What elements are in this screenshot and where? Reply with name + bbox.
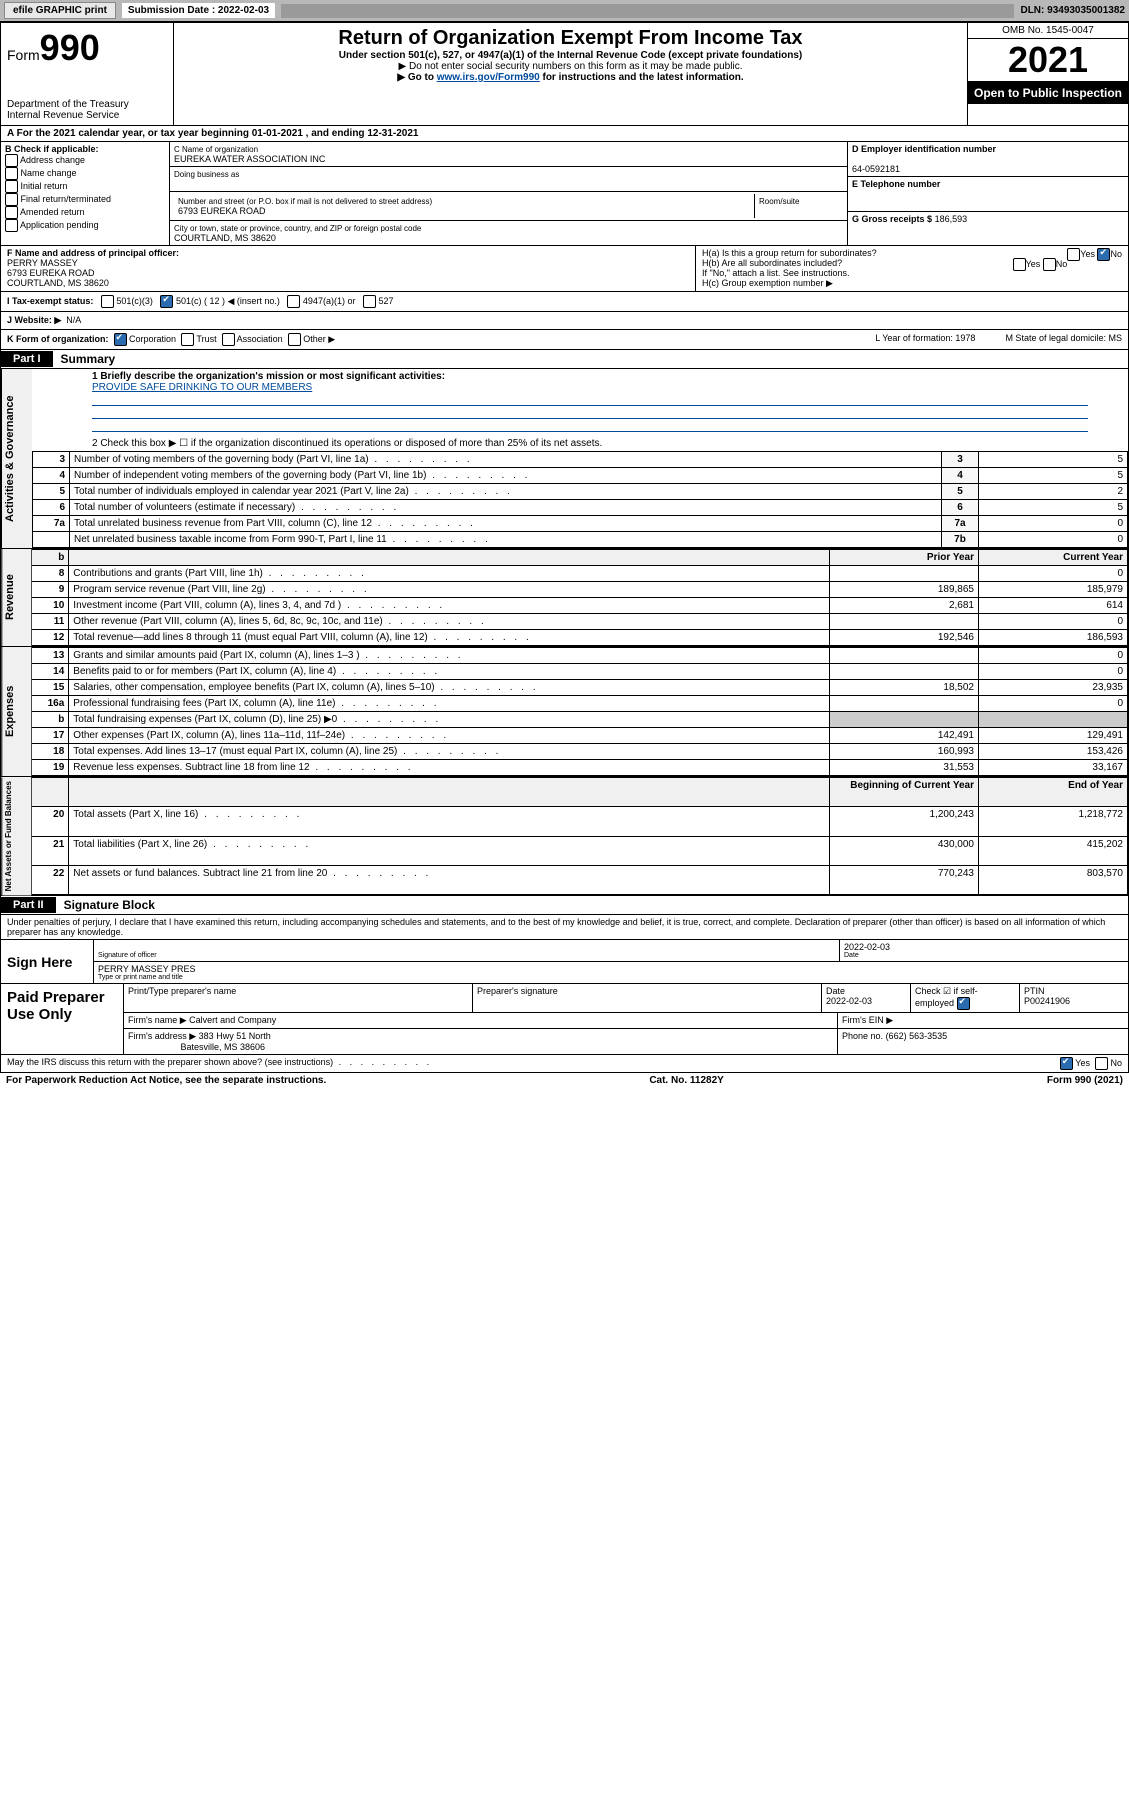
revenue-table: bPrior YearCurrent Year8Contributions an… — [31, 549, 1128, 646]
section-b-checkboxes: B Check if applicable: Address change Na… — [1, 142, 170, 245]
chk-amended-return[interactable]: Amended return — [5, 206, 165, 219]
net-assets-table: Beginning of Current YearEnd of Year20To… — [31, 777, 1128, 895]
signer-name: PERRY MASSEY PRES — [98, 964, 196, 974]
officer-addr1: 6793 EUREKA ROAD — [7, 268, 95, 278]
line-2: 2 Check this box ▶ ☐ if the organization… — [32, 436, 1128, 451]
website: N/A — [66, 315, 81, 325]
part-1-header: Part I — [1, 351, 53, 367]
may-irs-discuss: May the IRS discuss this return with the… — [0, 1055, 1129, 1073]
line-i-tax-status: I Tax-exempt status: 501(c)(3) 501(c) ( … — [0, 292, 1129, 312]
prep-date: 2022-02-03 — [826, 996, 872, 1006]
officer-name: PERRY MASSEY — [7, 258, 78, 268]
org-city: COURTLAND, MS 38620 — [174, 233, 276, 243]
sidetab-net-assets: Net Assets or Fund Balances — [1, 777, 31, 895]
line-j-website: J Website: ▶ N/A — [0, 312, 1129, 330]
signature-block: Under penalties of perjury, I declare th… — [0, 915, 1129, 1055]
chk-initial-return[interactable]: Initial return — [5, 180, 165, 193]
section-c-org-info: C Name of organization EUREKA WATER ASSO… — [170, 142, 847, 245]
501c-checked[interactable] — [160, 295, 173, 308]
self-employed-check[interactable] — [957, 997, 970, 1010]
ptin: P00241906 — [1024, 996, 1070, 1006]
sidetab-revenue: Revenue — [1, 549, 31, 646]
submission-date: Submission Date : 2022-02-03 — [122, 3, 275, 18]
part-1-title: Summary — [53, 350, 124, 368]
governance-table: 3Number of voting members of the governi… — [32, 451, 1128, 548]
top-bar: efile GRAPHIC print Submission Date : 20… — [0, 0, 1129, 22]
irs-link[interactable]: www.irs.gov/Form990 — [437, 72, 540, 83]
form-title: Return of Organization Exempt From Incom… — [180, 27, 961, 50]
block-f-h: F Name and address of principal officer:… — [0, 246, 1129, 292]
mission-text: PROVIDE SAFE DRINKING TO OUR MEMBERS — [92, 382, 312, 393]
state-domicile: M State of legal domicile: MS — [1005, 333, 1122, 346]
page-footer: For Paperwork Reduction Act Notice, see … — [0, 1073, 1129, 1088]
firm-phone: (662) 563-3535 — [886, 1031, 948, 1041]
line-a-tax-year: A For the 2021 calendar year, or tax yea… — [0, 126, 1129, 142]
chk-address-change[interactable]: Address change — [5, 154, 165, 167]
year-formation: L Year of formation: 1978 — [875, 333, 975, 346]
firm-name: Calvert and Company — [189, 1015, 276, 1025]
gross-receipts: 186,593 — [935, 214, 968, 224]
ein: 64-0592181 — [852, 164, 900, 174]
paid-preparer-label: Paid Preparer Use Only — [1, 984, 123, 1054]
sign-date: 2022-02-03 — [844, 942, 890, 952]
form-header: Form990 Department of the Treasury Inter… — [0, 22, 1129, 126]
corp-checked[interactable] — [114, 333, 127, 346]
sidetab-governance: Activities & Governance — [1, 369, 32, 548]
org-street: 6793 EUREKA ROAD — [178, 206, 266, 216]
form-subtitle-1: Under section 501(c), 527, or 4947(a)(1)… — [180, 50, 961, 61]
firm-addr1: 383 Hwy 51 North — [199, 1031, 271, 1041]
may-yes-check[interactable] — [1060, 1057, 1073, 1070]
block-b-c-d-e: B Check if applicable: Address change Na… — [0, 142, 1129, 246]
part-2-title: Signature Block — [56, 896, 163, 914]
line-1-label: 1 Briefly describe the organization's mi… — [92, 371, 445, 382]
part-2-header: Part II — [1, 897, 56, 913]
firm-addr2: Batesville, MS 38606 — [181, 1042, 266, 1052]
expenses-table: 13Grants and similar amounts paid (Part … — [31, 647, 1128, 776]
form-subtitle-3: ▶ Go to www.irs.gov/Form990 for instruct… — [180, 72, 961, 83]
chk-name-change[interactable]: Name change — [5, 167, 165, 180]
section-d-e-g: D Employer identification number64-05921… — [847, 142, 1128, 245]
form-number: Form990 — [7, 27, 167, 69]
officer-addr2: COURTLAND, MS 38620 — [7, 278, 109, 288]
omb-number: OMB No. 1545-0047 — [968, 23, 1128, 39]
irs-label: Internal Revenue Service — [7, 110, 167, 121]
top-bar-spacer — [281, 4, 1014, 18]
sign-here-label: Sign Here — [1, 940, 93, 983]
chk-final-return[interactable]: Final return/terminated — [5, 193, 165, 206]
tax-year: 2021 — [968, 39, 1128, 82]
open-to-public: Open to Public Inspection — [968, 82, 1128, 104]
form-subtitle-2: ▶ Do not enter social security numbers o… — [180, 61, 961, 72]
h-a-no-checked[interactable] — [1097, 248, 1110, 261]
org-name: EUREKA WATER ASSOCIATION INC — [174, 154, 325, 164]
chk-application-pending[interactable]: Application pending — [5, 219, 165, 232]
dln-number: DLN: 93493035001382 — [1020, 5, 1125, 16]
efile-print-button[interactable]: efile GRAPHIC print — [4, 2, 116, 19]
dept-treasury: Department of the Treasury — [7, 99, 167, 110]
line-k-form-org: K Form of organization: Corporation Trus… — [0, 330, 1129, 350]
sidetab-expenses: Expenses — [1, 647, 31, 776]
perjury-declaration: Under penalties of perjury, I declare th… — [1, 915, 1128, 939]
